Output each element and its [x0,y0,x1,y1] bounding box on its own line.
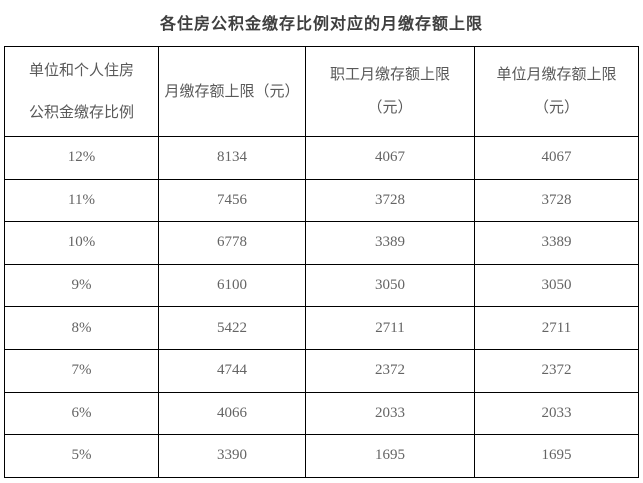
limit-cell: 4744 [158,348,306,393]
limit-cell: 2711 [474,306,639,350]
limit-cell: 1695 [474,434,639,478]
ratio-cell: 5% [4,434,159,478]
ratio-cell: 6% [4,391,159,436]
table-row: 10% 6778 3389 3389 [4,221,639,265]
header-text: 单位月缴存额上限 [496,67,617,83]
table-row: 5% 3390 1695 1695 [4,434,639,478]
limit-cell: 2711 [305,306,475,350]
header-cell-monthly-limit: 月缴存额上限（元） [158,46,306,137]
header-cell-employee-limit: 职工月缴存额上限 （元） [305,46,475,137]
limit-cell: 4067 [474,136,639,180]
header-cell-employer-limit: 单位月缴存额上限 （元） [474,46,639,137]
header-text: （元） [367,100,413,116]
table-header-row: 单位和个人住房 公积金缴存比例 月缴存额上限（元） 职工月缴存额上限 （元） [4,46,639,137]
limit-cell: 5422 [158,306,306,350]
limit-cell: 4066 [158,391,306,436]
limit-cell: 3389 [474,221,639,265]
limit-cell: 8134 [158,136,306,180]
table-row: 6% 4066 2033 2033 [4,391,639,436]
limit-cell: 6100 [158,263,306,308]
limit-cell: 7456 [158,178,306,223]
limit-cell: 2033 [305,391,475,436]
header-text: 职工月缴存额上限 [329,67,450,83]
table-row: 7% 4744 2372 2372 [4,348,639,393]
limit-cell: 3050 [474,263,639,308]
table-title: 各住房公积金缴存比例对应的月缴存额上限 [159,16,483,33]
limit-cell: 3390 [158,434,306,478]
header-text: （元） [533,100,579,116]
limit-cell: 2372 [305,348,475,393]
ratio-cell: 8% [4,306,159,350]
ratio-cell: 7% [4,348,159,393]
header-text: 单位和个人住房 [28,62,134,79]
limit-cell: 4067 [305,136,475,180]
table-row: 12% 8134 4067 4067 [4,136,639,180]
ratio-cell: 10% [4,221,159,265]
ratio-cell: 12% [4,136,159,180]
header-text: 公积金缴存比例 [28,104,134,121]
header-text: 月缴存额上限（元） [164,83,300,100]
limit-cell: 2033 [474,391,639,436]
limit-cell: 3728 [305,178,475,223]
limit-cell: 3050 [305,263,475,308]
limit-cell: 2372 [474,348,639,393]
fund-limits-table: 单位和个人住房 公积金缴存比例 月缴存额上限（元） 职工月缴存额上限 （元） [4,46,639,478]
limit-cell: 1695 [305,434,475,478]
limit-cell: 3389 [305,221,475,265]
table-row: 11% 7456 3728 3728 [4,178,639,223]
header-cell-ratio: 单位和个人住房 公积金缴存比例 [4,46,159,137]
table-row: 8% 5422 2711 2711 [4,306,639,350]
limit-cell: 6778 [158,221,306,265]
ratio-cell: 9% [4,263,159,308]
table-body: 12% 8134 4067 4067 11% 7456 3728 3728 10% 6778 338… [4,136,639,478]
limit-cell: 3728 [474,178,639,223]
table-row: 9% 6100 3050 3050 [4,263,639,308]
ratio-cell: 11% [4,178,159,223]
